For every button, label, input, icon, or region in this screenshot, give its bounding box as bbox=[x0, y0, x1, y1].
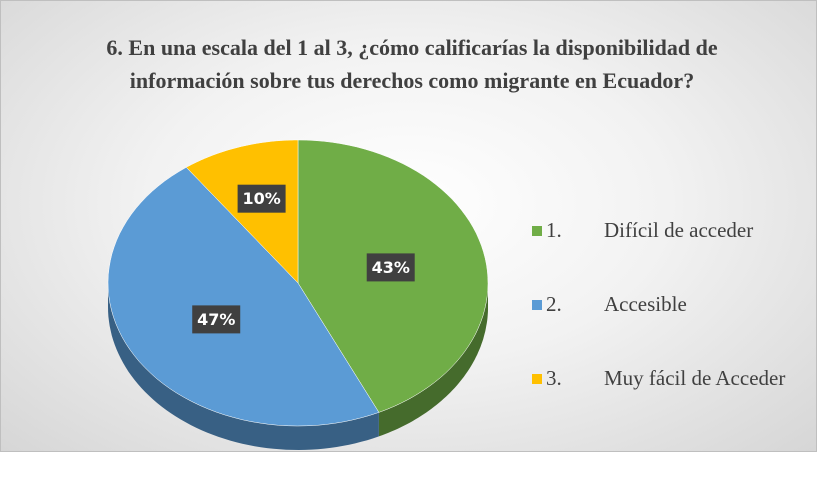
data-label-box bbox=[237, 184, 286, 213]
legend-label: 1. Difícil de acceder bbox=[546, 218, 754, 242]
data-label-box bbox=[366, 253, 415, 282]
legend-swatch bbox=[532, 300, 542, 310]
data-label-box bbox=[192, 305, 241, 334]
legend-item: 1. Difícil de acceder bbox=[528, 215, 818, 245]
pie: 43% 47% 10% bbox=[107, 139, 489, 450]
legend-label: 2. Accesible bbox=[546, 292, 687, 316]
slice-side bbox=[108, 283, 379, 450]
legend-item: 3. Muy fácil de Acceder bbox=[528, 363, 818, 393]
chart-title: 6. En una escala del 1 al 3, ¿cómo calif… bbox=[106, 35, 718, 93]
legend: 1. Difícil de acceder 2. Accesible 3. Muy … bbox=[528, 215, 818, 437]
legend-item: 2. Accesible bbox=[528, 289, 818, 319]
chart: 6. En una escala del 1 al 3, ¿cómo calif… bbox=[0, 0, 817, 452]
data-label: 43% bbox=[372, 258, 410, 277]
data-label: 47% bbox=[197, 310, 235, 329]
legend-label: 3. Muy fácil de Acceder bbox=[546, 366, 786, 390]
legend-swatch bbox=[532, 374, 542, 384]
slice-side bbox=[378, 283, 488, 437]
slice bbox=[107, 166, 380, 427]
legend-swatch bbox=[532, 226, 542, 236]
data-label: 10% bbox=[242, 189, 280, 208]
